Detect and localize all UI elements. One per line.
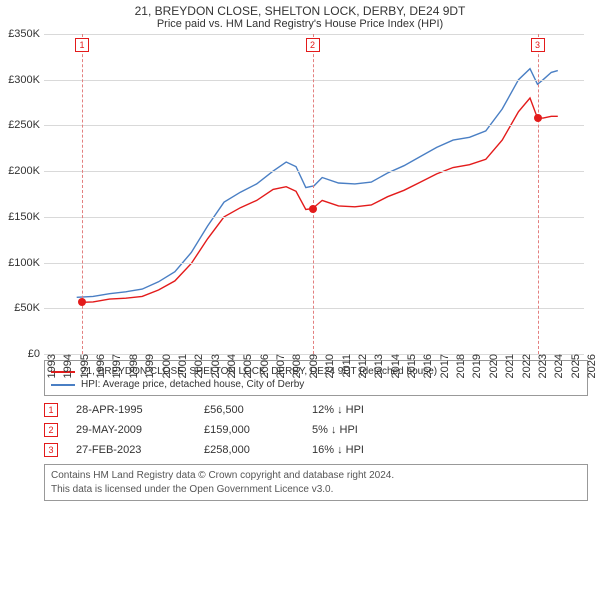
chart-subtitle: Price paid vs. HM Land Registry's House … xyxy=(0,18,600,34)
sale-price: £258,000 xyxy=(204,444,294,456)
series-line-property xyxy=(82,98,558,302)
x-axis-label: 2011 xyxy=(339,354,353,378)
y-axis-label: £150K xyxy=(8,211,44,223)
x-axis-label: 2015 xyxy=(404,354,418,378)
gridline xyxy=(44,34,584,35)
sale-number-box: 3 xyxy=(44,443,58,457)
x-axis-label: 2023 xyxy=(535,354,549,378)
x-axis-label: 2004 xyxy=(224,354,238,378)
sale-number-box: 2 xyxy=(44,423,58,437)
x-axis-label: 2001 xyxy=(175,354,189,378)
gridline xyxy=(44,308,584,309)
sale-row: 1 28-APR-1995 £56,500 12% ↓ HPI xyxy=(44,400,588,420)
x-axis-label: 1998 xyxy=(126,354,140,378)
y-axis-label: £200K xyxy=(8,165,44,177)
chart-title: 21, BREYDON CLOSE, SHELTON LOCK, DERBY, … xyxy=(0,0,600,18)
sale-row: 3 27-FEB-2023 £258,000 16% ↓ HPI xyxy=(44,440,588,460)
x-axis-label: 2024 xyxy=(551,354,565,378)
x-axis-label: 2025 xyxy=(568,354,582,378)
x-axis-label: 2008 xyxy=(289,354,303,378)
sale-hpi-delta: 5% ↓ HPI xyxy=(312,424,358,436)
sale-hpi-delta: 16% ↓ HPI xyxy=(312,444,364,456)
x-axis-label: 2017 xyxy=(437,354,451,378)
sales-table: 1 28-APR-1995 £56,500 12% ↓ HPI 2 29-MAY-2009… xyxy=(44,400,588,460)
gridline xyxy=(44,125,584,126)
sale-price: £159,000 xyxy=(204,424,294,436)
x-axis-label: 2021 xyxy=(502,354,516,378)
sale-marker-line xyxy=(313,34,314,354)
x-axis-label: 2016 xyxy=(420,354,434,378)
x-axis-label: 1996 xyxy=(93,354,107,378)
x-axis-label: 2002 xyxy=(191,354,205,378)
legend-swatch xyxy=(51,384,75,386)
legend-item: HPI: Average price, detached house, City… xyxy=(51,378,581,391)
x-axis-label: 2020 xyxy=(486,354,500,378)
gridline xyxy=(44,217,584,218)
x-axis-label: 2022 xyxy=(519,354,533,378)
x-axis-label: 1999 xyxy=(142,354,156,378)
sale-marker-dot xyxy=(309,205,317,213)
sale-marker-box: 3 xyxy=(531,38,545,52)
sale-hpi-delta: 12% ↓ HPI xyxy=(312,404,364,416)
sale-number-box: 1 xyxy=(44,403,58,417)
y-axis-label: £300K xyxy=(8,74,44,86)
y-axis-label: £350K xyxy=(8,28,44,40)
x-axis-label: 2014 xyxy=(388,354,402,378)
chart-plot-area: £0£50K£100K£150K£200K£250K£300K£350K1993… xyxy=(44,34,584,354)
attribution-footer: Contains HM Land Registry data © Crown c… xyxy=(44,464,588,501)
sale-row: 2 29-MAY-2009 £159,000 5% ↓ HPI xyxy=(44,420,588,440)
x-axis-label: 1995 xyxy=(77,354,91,378)
gridline xyxy=(44,80,584,81)
x-axis-label: 1993 xyxy=(44,354,58,378)
gridline xyxy=(44,171,584,172)
x-axis-label: 2026 xyxy=(584,354,598,378)
sale-marker-dot xyxy=(78,298,86,306)
sale-marker-box: 2 xyxy=(306,38,320,52)
x-axis-label: 2010 xyxy=(322,354,336,378)
x-axis-label: 2006 xyxy=(257,354,271,378)
y-axis-label: £100K xyxy=(8,257,44,269)
x-axis-label: 1994 xyxy=(60,354,74,378)
attribution-line: This data is licensed under the Open Gov… xyxy=(51,483,581,497)
x-axis-label: 1997 xyxy=(109,354,123,378)
x-axis-label: 2018 xyxy=(453,354,467,378)
y-axis-label: £250K xyxy=(8,119,44,131)
sale-marker-dot xyxy=(534,114,542,122)
sale-date: 28-APR-1995 xyxy=(76,404,186,416)
attribution-line: Contains HM Land Registry data © Crown c… xyxy=(51,469,581,483)
x-axis-label: 2005 xyxy=(240,354,254,378)
x-axis-label: 2003 xyxy=(208,354,222,378)
sale-date: 27-FEB-2023 xyxy=(76,444,186,456)
sale-marker-box: 1 xyxy=(75,38,89,52)
legend-label: HPI: Average price, detached house, City… xyxy=(81,379,304,390)
gridline xyxy=(44,263,584,264)
x-axis-label: 2009 xyxy=(306,354,320,378)
sale-price: £56,500 xyxy=(204,404,294,416)
chart-lines xyxy=(44,34,584,354)
x-axis-label: 2007 xyxy=(273,354,287,378)
y-axis-label: £0 xyxy=(28,348,44,360)
y-axis-label: £50K xyxy=(14,302,44,314)
x-axis-label: 2019 xyxy=(469,354,483,378)
sale-date: 29-MAY-2009 xyxy=(76,424,186,436)
x-axis-label: 2000 xyxy=(159,354,173,378)
x-axis-label: 2012 xyxy=(355,354,369,378)
sale-marker-line xyxy=(538,34,539,354)
x-axis-label: 2013 xyxy=(371,354,385,378)
